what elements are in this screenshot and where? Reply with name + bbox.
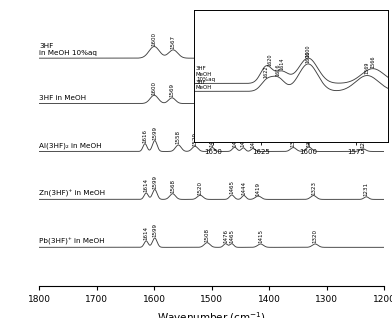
Text: 1614: 1614: [143, 178, 149, 192]
Text: 1448: 1448: [239, 86, 244, 100]
Text: 1614: 1614: [143, 226, 149, 240]
Text: 1569: 1569: [169, 83, 174, 97]
Text: 1599: 1599: [152, 224, 157, 238]
Text: 1310: 1310: [318, 88, 323, 102]
Text: 1237: 1237: [360, 134, 365, 149]
Text: 1600: 1600: [306, 50, 311, 63]
Text: 1520: 1520: [198, 181, 203, 195]
Text: 1419: 1419: [256, 182, 261, 196]
Text: 3HF in MeOH: 3HF in MeOH: [39, 95, 86, 101]
Text: 1622: 1622: [264, 65, 269, 78]
Text: Pb(3HF)⁺ in MeOH: Pb(3HF)⁺ in MeOH: [39, 238, 105, 245]
Text: 3HF
in MeOH 10%aq: 3HF in MeOH 10%aq: [39, 43, 97, 56]
Text: 1566: 1566: [370, 55, 376, 68]
Text: 1616: 1616: [275, 63, 280, 76]
Text: 1567: 1567: [171, 35, 176, 49]
Text: 1616: 1616: [142, 129, 147, 143]
Text: Al(3HF)₂ in MeOH: Al(3HF)₂ in MeOH: [39, 143, 102, 149]
Text: 1445: 1445: [241, 133, 246, 147]
Text: 1569: 1569: [365, 62, 370, 74]
Text: 1465: 1465: [229, 229, 234, 243]
Text: 1231: 1231: [364, 182, 369, 196]
Text: 1444: 1444: [241, 181, 247, 195]
X-axis label: Wavenumber (cm$^{-1}$): Wavenumber (cm$^{-1}$): [157, 310, 266, 318]
Text: 1323: 1323: [311, 181, 316, 195]
Text: 1331: 1331: [306, 133, 311, 147]
Text: 1568: 1568: [170, 179, 175, 193]
Text: 1348: 1348: [297, 87, 301, 101]
Text: 1599: 1599: [152, 126, 157, 140]
Text: 1599: 1599: [152, 175, 157, 189]
Text: 1620: 1620: [268, 54, 272, 66]
Text: 1428: 1428: [250, 134, 256, 148]
Text: Zn(3HF)⁺ in MeOH: Zn(3HF)⁺ in MeOH: [39, 190, 105, 197]
Text: 1600: 1600: [306, 45, 311, 57]
Text: 1415: 1415: [258, 230, 263, 244]
Text: 3HF
MeOH
10%aq: 3HF MeOH 10%aq: [196, 66, 215, 82]
Text: 1558: 1558: [176, 130, 181, 144]
Text: 1529: 1529: [192, 132, 198, 146]
Text: 1614: 1614: [279, 57, 284, 70]
Text: 1600: 1600: [152, 32, 157, 46]
Text: 1460: 1460: [232, 133, 237, 147]
Text: 1508: 1508: [205, 228, 210, 242]
Text: 1358: 1358: [291, 133, 296, 147]
Text: 1600: 1600: [152, 81, 157, 95]
Text: 1320: 1320: [313, 230, 318, 244]
Text: 1499: 1499: [210, 133, 215, 147]
Text: 1419: 1419: [256, 87, 261, 101]
Text: 1465: 1465: [229, 181, 234, 195]
Text: 1476: 1476: [223, 229, 228, 243]
Text: 3HF
MeOH: 3HF MeOH: [196, 80, 212, 90]
